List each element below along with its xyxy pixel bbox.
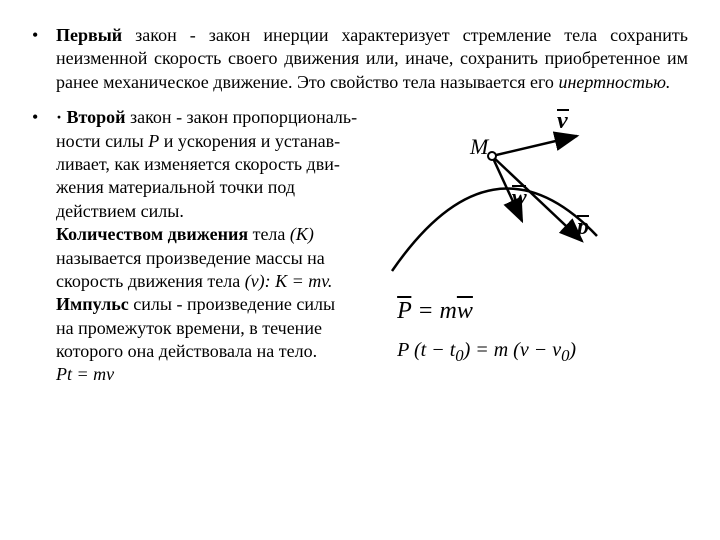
label-p: p: [575, 214, 589, 240]
label-w-group: w: [512, 184, 527, 209]
first-law-text: Первый закон - закон инерции характеризу…: [56, 24, 688, 94]
second-law-text: · Второй закон - закон пропорциональ-нос…: [56, 106, 357, 387]
vector-p: [492, 156, 582, 241]
formula-impulse: P (t − t0) = m (v − v0): [397, 337, 607, 367]
first-law-item: • Первый закон - закон инерции характери…: [32, 24, 688, 94]
formula-p-mw: P = mw: [397, 296, 607, 327]
second-law-item: • · Второй закон - закон пропорциональ-н…: [32, 106, 688, 387]
label-w: w: [512, 184, 527, 209]
bullet-2: •: [32, 106, 56, 387]
label-p-group: p: [575, 214, 589, 240]
label-v-group: v: [557, 108, 569, 134]
trajectory-curve: [392, 189, 597, 271]
label-m: M: [469, 134, 490, 159]
label-v: v: [557, 108, 568, 134]
vector-v: [492, 136, 577, 156]
point-m: [488, 152, 496, 160]
diagram-column: M v w p P = mw P (t: [377, 106, 607, 387]
physics-diagram: M v w p: [382, 106, 602, 286]
bullet-1: •: [32, 24, 56, 94]
